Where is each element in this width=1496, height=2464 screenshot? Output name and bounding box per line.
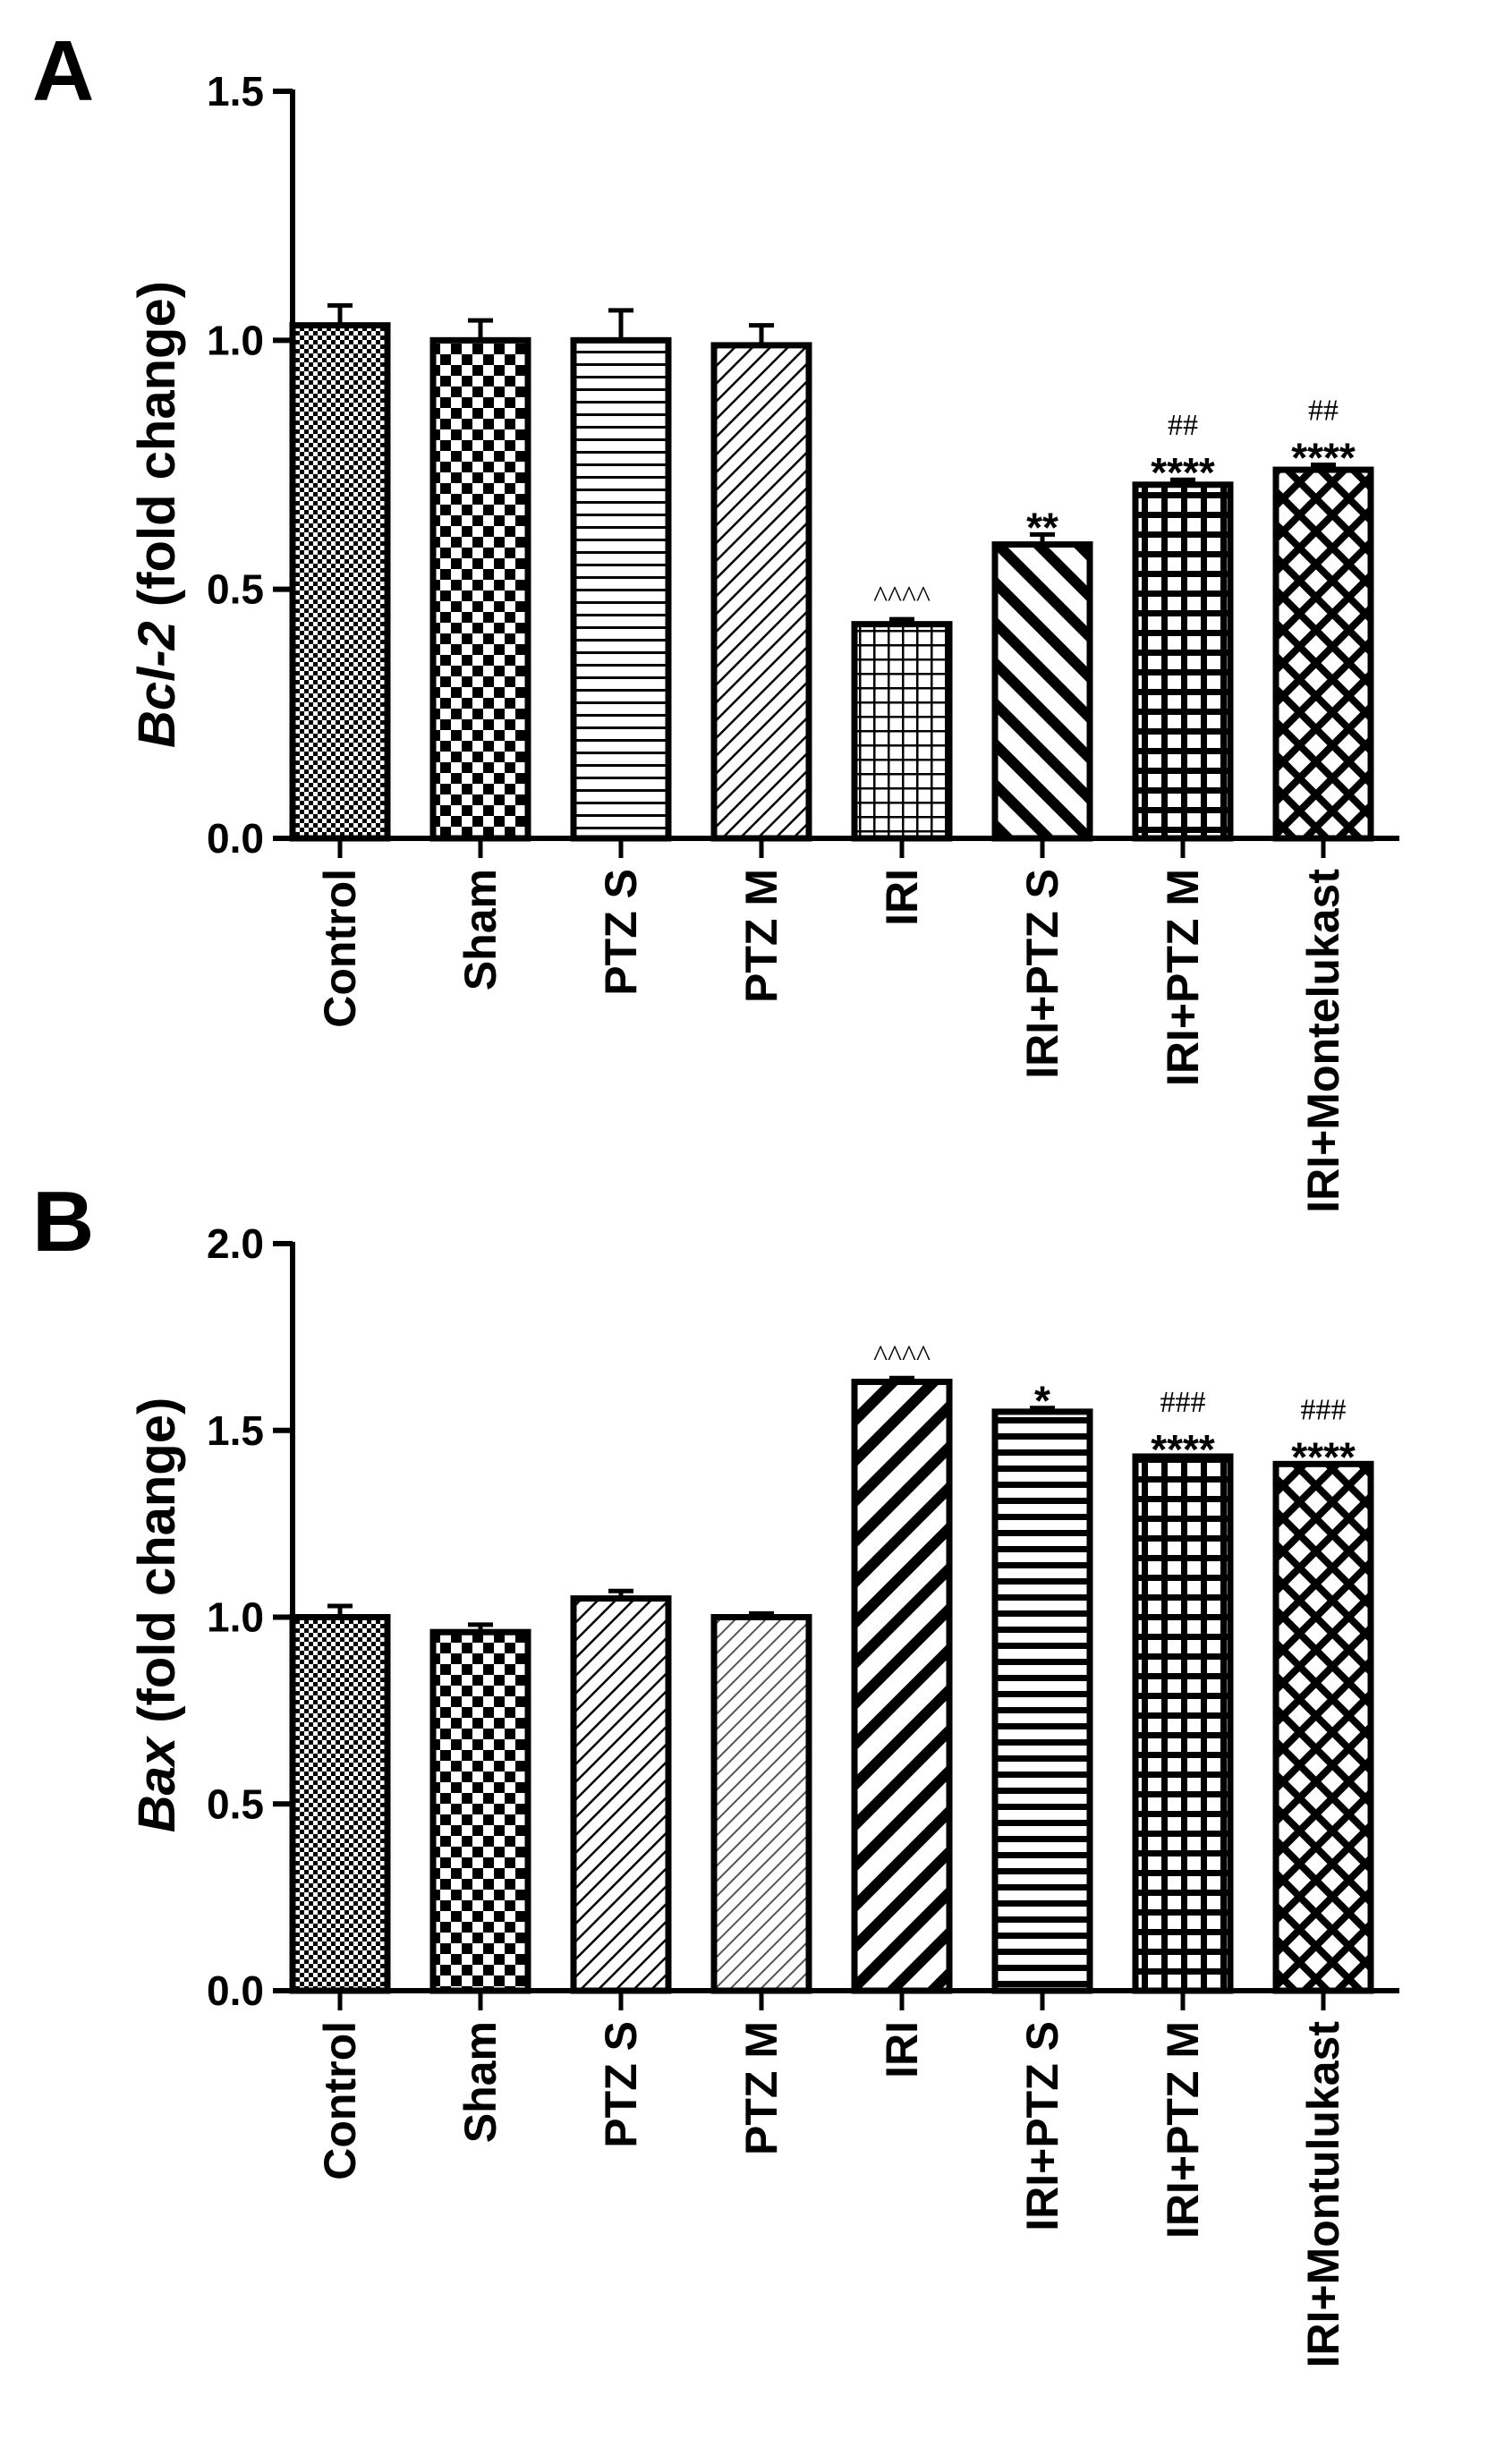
panel-a-y-axis-title-gene: Bcl-2 [128,621,186,748]
panel-b-category-label: IRI+Montulukast [1298,2021,1348,2368]
panel-a-category-label: Sham [455,869,506,990]
panel-a-significance-label: ^^^^ [873,581,931,614]
panel-a-bar [429,336,531,842]
panel-a-significance-label: ** [1026,504,1058,550]
panel-a-bar [1272,466,1374,842]
panel-b-y-tick-label: 2.0 [207,1220,264,1267]
panel-a-category-label: PTZ S [596,869,646,996]
panel-b-bar [1272,1460,1374,1994]
panel-b-y-tick-label: 0.0 [207,1967,264,2014]
panel-b-significance-label: ^^^^ [873,1339,931,1372]
panel-a-significance-label: ## [1168,409,1198,442]
panel-a-bar [1132,481,1234,842]
panel-b-category-label: PTZ S [596,2021,646,2148]
panel-a-category-label: IRI [877,869,927,926]
panel-a-y-axis-title-unit: (fold change) [128,281,186,621]
panel-b-significance-label: ### [1160,1386,1206,1419]
panel-b-significance-label: ### [1301,1393,1347,1426]
panel-a-bar [570,336,672,842]
panel-b-category-label: IRI [877,2021,927,2078]
panel-b-y-axis-title-unit: (fold change) [128,1398,186,1738]
panel-b-category-label: Control [315,2021,365,2180]
panel-b-bar [710,1614,812,1994]
panel-b-significance-label: * [1034,1378,1050,1424]
panel-b-bar [570,1595,672,1994]
panel-a-bar [289,322,391,842]
panel-a-significance-label: ## [1308,395,1339,428]
panel-a-chart: A Bcl-2 (fold change) 0.0 0.5 1.0 1.5 Contro… [32,23,1399,1213]
panel-a-category-label: IRI+Montelukast [1298,869,1348,1213]
panel-b-chart: B Bax (fold change) 0.0 0.5 1.0 1.5 2.0 Contr… [32,1174,1399,2368]
panel-a-significance-label: **** [1151,449,1215,496]
panel-a-bar [851,621,953,842]
panel-a-category-label: IRI+PTZ S [1017,869,1067,1079]
panel-a-y-tick-label: 1.0 [207,317,264,363]
panel-a-y-axis-title: Bcl-2 (fold change) [128,281,186,748]
panel-a-y-tick-label: 0.5 [207,566,264,613]
panel-a-bar [710,342,812,842]
panel-a-significance-label: **** [1291,435,1356,481]
panel-b-bar [851,1378,953,1994]
panel-a-bar [991,541,1093,842]
panel-b-bar [289,1614,391,1994]
panel-b-category-label: Sham [455,2021,506,2143]
panel-b-significance-label: **** [1151,1426,1215,1473]
panel-a-letter: A [32,23,94,119]
panel-b-bar [1132,1453,1234,1994]
panel-a-category-label: IRI+PTZ M [1158,869,1208,1086]
panel-b-category-label: PTZ M [736,2021,786,2155]
panel-b-bar [429,1628,531,1994]
panel-a-y-tick-label: 0.0 [207,815,264,862]
panel-a-category-label: Control [315,869,365,1028]
panel-b-y-tick-label: 1.0 [207,1594,264,1641]
panel-b-category-label: IRI+PTZ S [1017,2021,1067,2231]
panel-b-category-label: IRI+PTZ M [1158,2021,1208,2239]
panel-b-y-tick-label: 0.5 [207,1780,264,1827]
panel-a-category-label: PTZ M [736,869,786,1003]
panel-b-y-tick-label: 1.5 [207,1407,264,1454]
panel-b-significance-label: **** [1291,1433,1356,1480]
panel-b-y-axis-title-gene: Bax [128,1735,186,1832]
panel-b-y-axis-title: Bax (fold change) [128,1398,186,1833]
panel-b-bar [991,1408,1093,1994]
panel-b-letter: B [32,1174,94,1270]
panel-a-y-tick-label: 1.5 [207,68,264,115]
